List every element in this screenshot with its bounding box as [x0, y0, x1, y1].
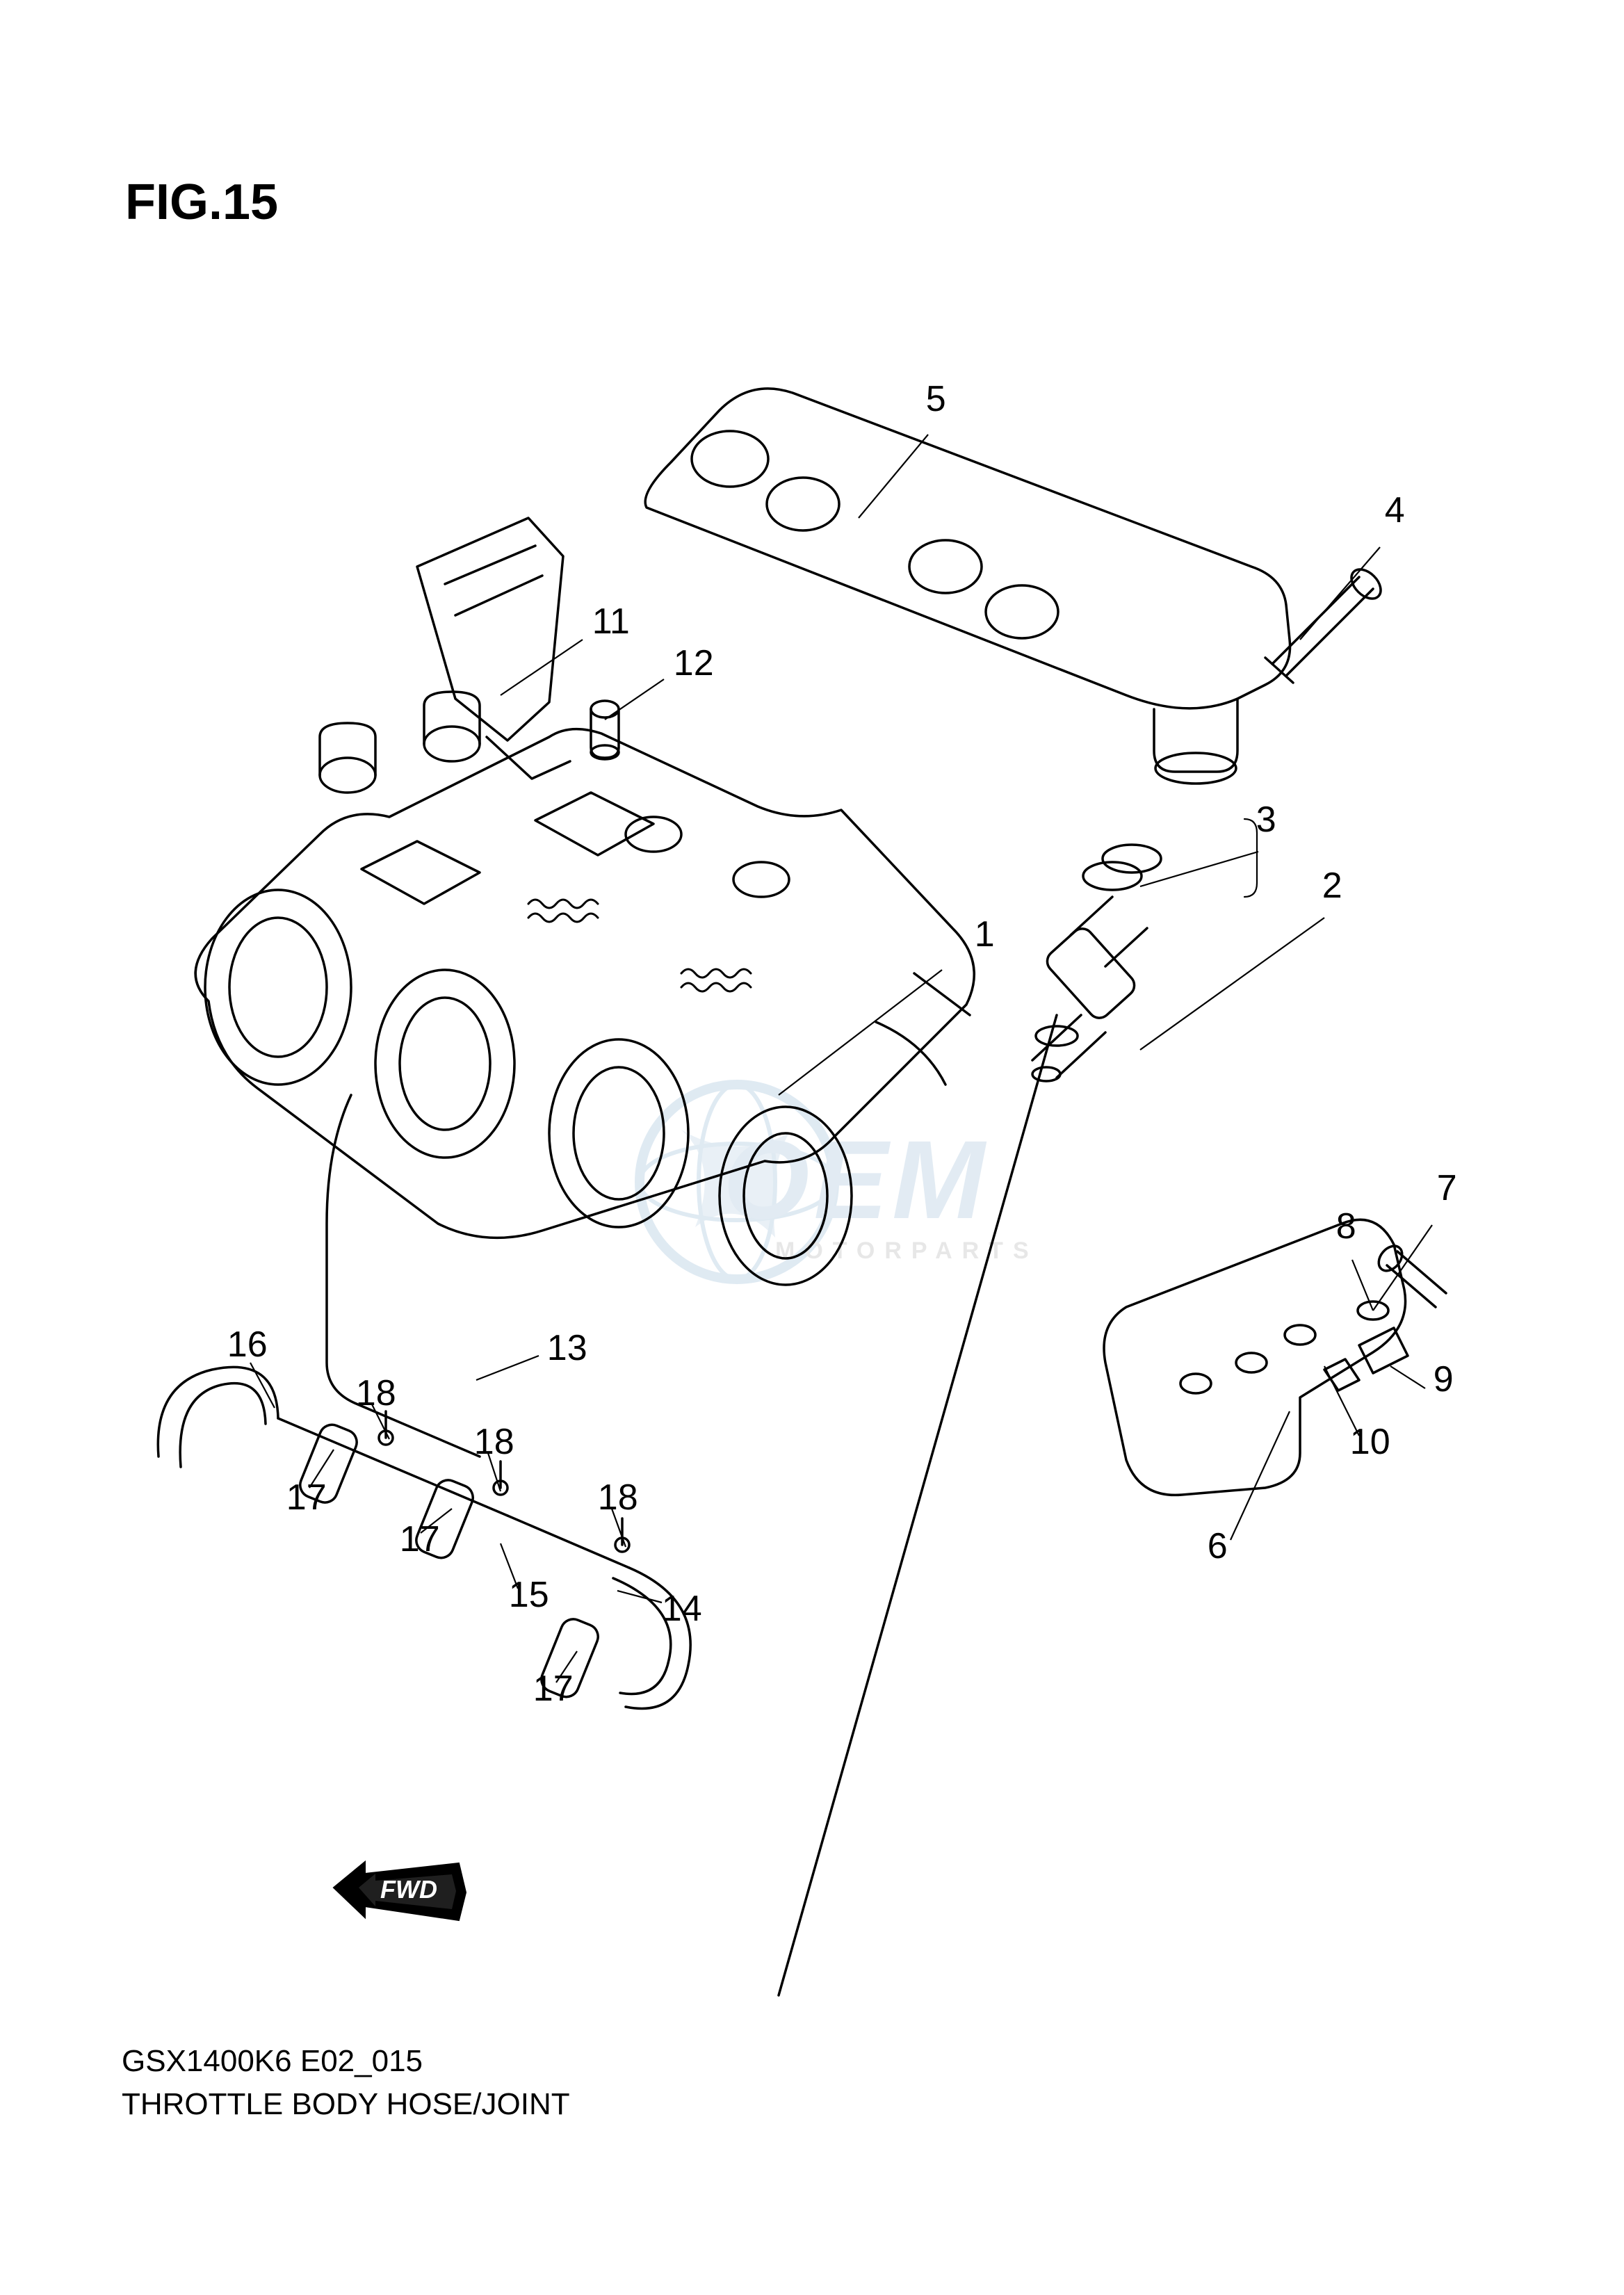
callout-4: 4 [1385, 489, 1405, 531]
callout-10: 10 [1350, 1421, 1390, 1463]
callout-3: 3 [1256, 799, 1276, 841]
callout-17: 17 [286, 1477, 327, 1518]
callout-14: 14 [662, 1588, 702, 1630]
callout-17: 17 [533, 1668, 574, 1710]
callout-2: 2 [1322, 865, 1342, 907]
callout-18: 18 [598, 1477, 638, 1518]
exploded-diagram [0, 0, 1624, 2295]
callout-13: 13 [547, 1327, 587, 1369]
callout-8: 8 [1336, 1206, 1356, 1247]
callout-18: 18 [356, 1372, 396, 1414]
fwd-label: FWD [380, 1875, 437, 1904]
callout-5: 5 [926, 378, 946, 420]
page: FIG.15 OEM MOTORPARTS [0, 0, 1624, 2295]
callout-9: 9 [1434, 1359, 1454, 1400]
callout-11: 11 [592, 601, 630, 642]
callout-16: 16 [227, 1324, 268, 1365]
callout-12: 12 [674, 642, 714, 684]
footer-line-1: GSX1400K6 E02_015 [122, 2044, 423, 2079]
callout-7: 7 [1437, 1167, 1457, 1209]
footer-line-2: THROTTLE BODY HOSE/JOINT [122, 2087, 570, 2122]
callout-18: 18 [474, 1421, 514, 1463]
callout-17: 17 [400, 1518, 440, 1560]
callout-6: 6 [1208, 1525, 1228, 1567]
callout-15: 15 [509, 1574, 549, 1616]
fwd-badge-svg: FWD [327, 1849, 473, 1933]
callout-1: 1 [975, 914, 995, 955]
fwd-badge: FWD [327, 1849, 473, 1936]
